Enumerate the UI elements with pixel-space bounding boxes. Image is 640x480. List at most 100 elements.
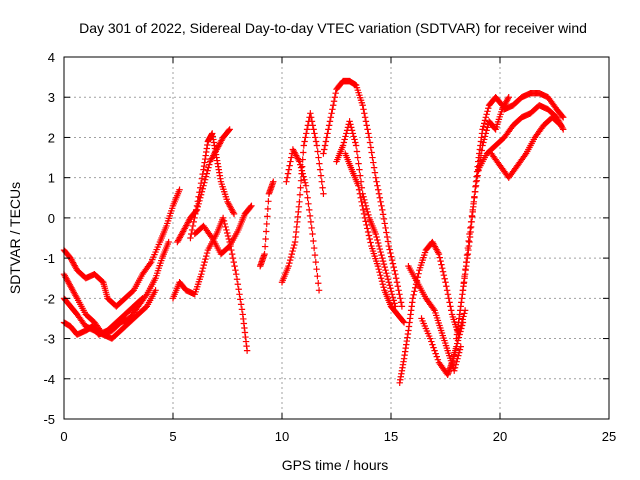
data-point bbox=[296, 158, 303, 165]
data-point bbox=[176, 186, 183, 193]
data-point bbox=[315, 287, 323, 294]
data-point bbox=[467, 224, 474, 232]
data-point bbox=[309, 230, 316, 238]
data-point bbox=[325, 126, 332, 133]
series-track-s bbox=[459, 94, 512, 294]
data-point bbox=[297, 164, 305, 171]
data-point bbox=[312, 258, 319, 266]
data-point bbox=[465, 237, 472, 245]
data-point bbox=[297, 161, 304, 168]
x-tick-label: 15 bbox=[384, 429, 398, 444]
y-tick-label: -1 bbox=[43, 251, 55, 266]
data-point bbox=[233, 271, 240, 278]
data-point bbox=[432, 350, 439, 357]
data-point bbox=[410, 291, 417, 299]
data-point bbox=[455, 352, 462, 359]
data-point bbox=[321, 146, 328, 153]
data-point bbox=[310, 126, 317, 133]
data-point bbox=[206, 161, 213, 168]
data-point bbox=[189, 222, 197, 230]
data-point bbox=[207, 233, 215, 240]
data-point bbox=[287, 158, 294, 165]
data-point bbox=[385, 242, 393, 250]
data-point bbox=[329, 106, 336, 113]
data-point bbox=[447, 303, 454, 310]
data-point bbox=[236, 291, 243, 298]
data-point bbox=[388, 288, 395, 295]
data-point bbox=[224, 229, 231, 237]
data-point bbox=[375, 190, 383, 197]
data-point bbox=[560, 114, 567, 121]
data-point bbox=[351, 136, 358, 143]
data-point bbox=[360, 206, 367, 214]
data-point bbox=[328, 110, 335, 117]
data-point bbox=[302, 134, 309, 141]
data-point bbox=[442, 279, 449, 286]
chart-title: Day 301 of 2022, Sidereal Day-to-day VTE… bbox=[79, 20, 587, 36]
data-point bbox=[411, 288, 418, 295]
data-point bbox=[303, 126, 311, 133]
x-tick-label: 25 bbox=[602, 429, 616, 444]
data-point bbox=[383, 229, 390, 236]
data-point bbox=[409, 295, 416, 302]
data-point bbox=[427, 335, 434, 342]
grid-lines bbox=[64, 57, 609, 419]
data-point bbox=[386, 246, 393, 253]
data-point bbox=[374, 182, 381, 189]
data-point bbox=[296, 191, 304, 198]
data-points bbox=[60, 77, 567, 386]
data-point bbox=[379, 281, 387, 288]
data-point bbox=[222, 223, 229, 231]
data-point bbox=[347, 121, 354, 128]
data-point bbox=[376, 268, 383, 276]
data-point bbox=[379, 206, 386, 214]
data-point bbox=[445, 295, 452, 302]
data-point bbox=[386, 282, 393, 289]
data-point bbox=[194, 198, 201, 205]
data-point bbox=[472, 182, 480, 189]
data-point bbox=[349, 130, 357, 137]
data-point bbox=[480, 120, 488, 127]
x-tick-label: 0 bbox=[60, 429, 67, 444]
data-point bbox=[228, 250, 236, 258]
data-point bbox=[440, 272, 448, 279]
data-point bbox=[439, 268, 447, 275]
data-point bbox=[364, 208, 371, 216]
data-point bbox=[203, 249, 211, 257]
data-point bbox=[388, 256, 396, 264]
data-point bbox=[232, 266, 239, 274]
data-point bbox=[203, 252, 210, 260]
data-point bbox=[463, 251, 471, 259]
data-point bbox=[355, 186, 363, 193]
data-point bbox=[192, 210, 199, 218]
data-point bbox=[301, 138, 308, 145]
data-point bbox=[360, 106, 367, 113]
data-point bbox=[286, 162, 293, 169]
data-point bbox=[481, 133, 489, 140]
data-point bbox=[307, 114, 315, 121]
data-point bbox=[352, 139, 359, 146]
data-point bbox=[231, 262, 238, 270]
data-point bbox=[315, 154, 322, 161]
data-point bbox=[197, 179, 205, 187]
data-point bbox=[229, 254, 237, 262]
data-point bbox=[376, 245, 384, 253]
data-point bbox=[224, 232, 232, 240]
data-point bbox=[190, 218, 197, 226]
data-point bbox=[352, 142, 360, 149]
data-point bbox=[248, 202, 255, 210]
data-point bbox=[463, 258, 470, 266]
data-point bbox=[303, 188, 310, 195]
data-point bbox=[313, 265, 320, 273]
data-point bbox=[380, 284, 387, 291]
data-point bbox=[478, 147, 485, 154]
data-point bbox=[243, 347, 251, 354]
data-point bbox=[443, 287, 451, 294]
data-point bbox=[297, 184, 304, 191]
data-point bbox=[319, 184, 326, 191]
data-point bbox=[394, 283, 402, 290]
data-point bbox=[435, 250, 443, 258]
data-point bbox=[466, 230, 473, 238]
data-point bbox=[373, 233, 380, 241]
data-point bbox=[482, 114, 490, 121]
